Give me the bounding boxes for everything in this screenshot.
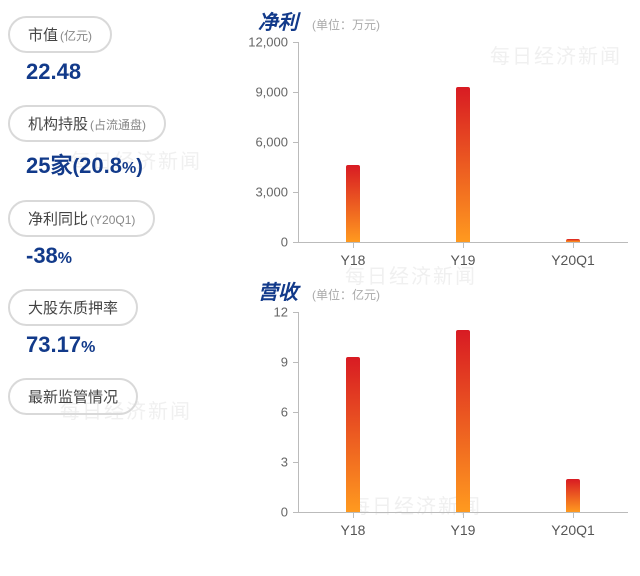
chart-title: 净利 (258, 6, 298, 35)
metric-pill: 净利同比(Y20Q1) (8, 200, 155, 237)
y-tick-label: 12 (274, 305, 288, 320)
metric-pill: 大股东质押率 (8, 289, 138, 326)
chart-bar (346, 357, 360, 512)
dashboard-container: 市值(亿元) 22.48 机构持股(占流通盘) 25家(20.8%) 净利同比(Y20Q… (0, 0, 640, 576)
x-tick-label: Y20Q1 (518, 246, 628, 268)
x-tick-label: Y18 (298, 246, 408, 268)
chart-header: 净利 (单位：万元) (228, 6, 632, 35)
y-tick-mark (293, 512, 298, 513)
metric-block: 机构持股(占流通盘) 25家(20.8%) (8, 105, 218, 180)
y-axis-line (298, 42, 299, 242)
metric-block: 市值(亿元) 22.48 (8, 16, 218, 85)
metric-block: 大股东质押率 73.17% (8, 289, 218, 358)
y-tick-mark (293, 142, 298, 143)
x-axis-labels: Y18Y19Y20Q1 (298, 246, 628, 268)
metric-sublabel: (占流通盘) (90, 118, 146, 132)
y-tick-mark (293, 242, 298, 243)
metric-value: 22.48 (26, 59, 218, 85)
y-tick-label: 9 (281, 355, 288, 370)
chart-unit: (单位：万元) (312, 16, 380, 33)
metric-pill: 最新监管情况 (8, 378, 138, 415)
y-tick-mark (293, 462, 298, 463)
x-tick-label: Y19 (408, 246, 518, 268)
metric-block: 净利同比(Y20Q1) -38% (8, 200, 218, 269)
y-tick-label: 6,000 (255, 135, 288, 150)
metric-sublabel: (Y20Q1) (90, 213, 135, 227)
y-tick-label: 0 (281, 505, 288, 520)
x-tick-label: Y19 (408, 516, 518, 538)
metric-label: 机构持股 (28, 116, 88, 133)
metric-label: 大股东质押率 (28, 300, 118, 317)
chart-unit: (单位：亿元) (312, 286, 380, 303)
x-axis-labels: Y18Y19Y20Q1 (298, 516, 628, 538)
y-tick-mark (293, 92, 298, 93)
metric-label: 市值 (28, 27, 58, 44)
x-tick-label: Y18 (298, 516, 408, 538)
y-tick-mark (293, 192, 298, 193)
y-tick-label: 6 (281, 405, 288, 420)
y-tick-label: 0 (281, 235, 288, 250)
y-tick-label: 12,000 (248, 35, 288, 50)
y-tick-mark (293, 312, 298, 313)
y-tick-label: 3,000 (255, 185, 288, 200)
y-axis-line (298, 312, 299, 512)
chart-header: 营收 (单位：亿元) (228, 276, 632, 305)
metric-pill: 市值(亿元) (8, 16, 112, 53)
y-tick-label: 9,000 (255, 85, 288, 100)
metric-value: 25家(20.8%) (26, 148, 218, 180)
metric-label: 净利同比 (28, 211, 88, 228)
y-tick-mark (293, 42, 298, 43)
metrics-panel: 市值(亿元) 22.48 机构持股(占流通盘) 25家(20.8%) 净利同比(Y20Q… (8, 6, 218, 570)
metric-value: 73.17% (26, 332, 218, 358)
metric-pill: 机构持股(占流通盘) (8, 105, 166, 142)
chart-title: 营收 (258, 276, 298, 305)
charts-panel: 净利(单位：万元)03,0006,0009,00012,000Y18Y19Y20… (218, 6, 632, 570)
metric-value: -38% (26, 243, 218, 269)
y-tick-mark (293, 362, 298, 363)
chart-block: 净利 (单位：万元) 0 3,000 6,000 9,000 12,000 Y18Y19Y20… (228, 6, 632, 276)
y-axis: 036912 (228, 312, 294, 512)
metric-block: 最新监管情况 (8, 378, 218, 415)
chart-bar (456, 87, 470, 242)
y-axis: 03,0006,0009,00012,000 (228, 42, 294, 242)
metric-label: 最新监管情况 (28, 389, 118, 406)
chart-block: 营收 (单位：亿元) 0 3 6 9 12 Y18Y19Y20Q1 (228, 276, 632, 546)
metric-sublabel: (亿元) (60, 29, 92, 43)
chart-bar (566, 479, 580, 512)
chart-bar (346, 165, 360, 243)
x-tick-label: Y20Q1 (518, 516, 628, 538)
chart-bar (456, 330, 470, 512)
y-tick-label: 3 (281, 455, 288, 470)
y-tick-mark (293, 412, 298, 413)
